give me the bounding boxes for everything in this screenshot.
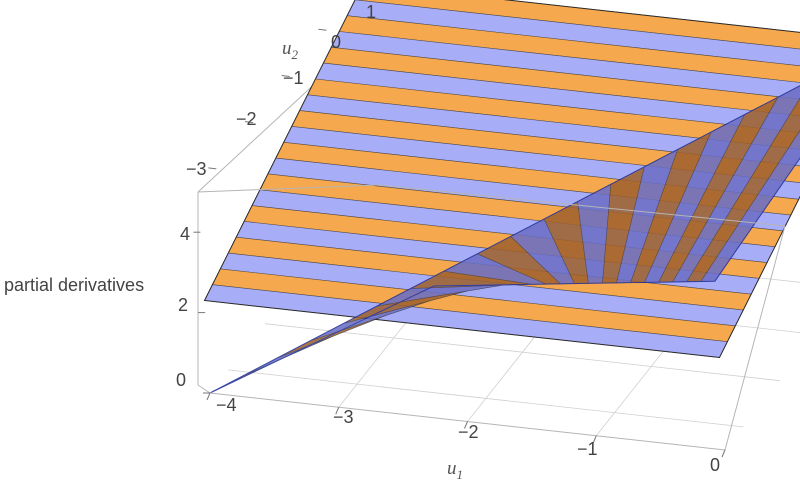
- y-tick-label: −2: [236, 109, 257, 129]
- y-tick-mark: [281, 74, 290, 77]
- x-tick-labels: −4 −3 −2 −1 0: [216, 395, 720, 475]
- y-tick-mark: [318, 28, 327, 31]
- x-tick-mark: [206, 392, 211, 401]
- x-tick-label: −1: [577, 439, 598, 459]
- x-tick-mark: [464, 421, 468, 429]
- y-axis-title: u2: [282, 38, 299, 62]
- x-tick-mark: [592, 435, 597, 443]
- y-tick-mark: [208, 167, 217, 170]
- y-tick-label: 0: [331, 32, 341, 52]
- surface-outline: [203, 0, 800, 359]
- axis-ticks: [193, 28, 726, 458]
- brown-blue-striped-wedge: [209, 85, 800, 394]
- y-tick-label: 1: [366, 2, 376, 22]
- x-tick-mark: [721, 449, 726, 458]
- orange-blue-striped-plane: [203, 0, 800, 359]
- x-tick-label: 0: [710, 455, 720, 475]
- z-tick-labels: 0 2 4: [176, 224, 190, 390]
- z-tick-label: 2: [178, 295, 188, 315]
- z-axis-title: partial derivatives: [4, 275, 144, 295]
- x-tick-mark: [335, 407, 340, 415]
- x-tick-label: −3: [333, 407, 354, 427]
- z-tick-label: 0: [176, 370, 186, 390]
- grid-line: [264, 323, 781, 382]
- grid-line: [228, 369, 744, 428]
- y-tick-label: −1: [283, 68, 304, 88]
- y-tick-labels: −3 −2 −1 0 1: [186, 2, 376, 179]
- y-tick-mark: [244, 121, 254, 124]
- x-tick-label: −4: [216, 395, 237, 415]
- x-tick-label: −2: [458, 422, 479, 442]
- x-axis-title: u1: [447, 458, 463, 482]
- z-tick-label: 4: [180, 224, 190, 244]
- surface-outline: [209, 85, 800, 394]
- y-tick-label: −3: [186, 159, 207, 179]
